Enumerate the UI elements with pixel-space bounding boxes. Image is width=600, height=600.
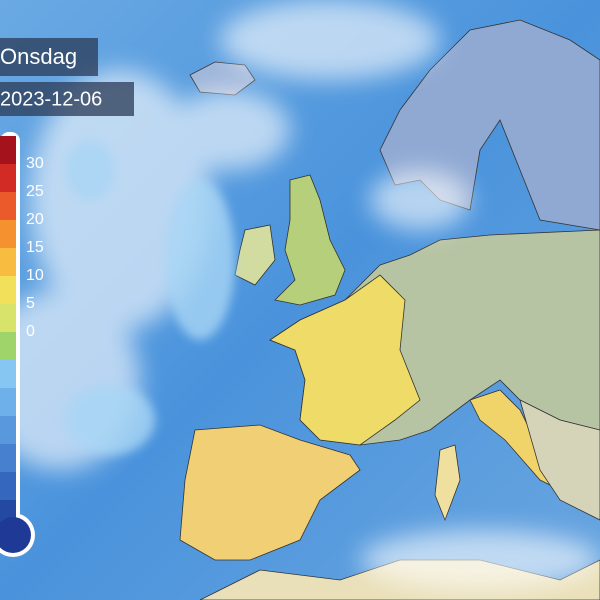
- scale-label: 0: [26, 323, 35, 340]
- scale-label: 5: [26, 295, 35, 312]
- scale-label: 30: [26, 155, 44, 172]
- scale-label: 25: [26, 183, 44, 200]
- scale-label: 20: [26, 211, 44, 228]
- land: [179, 19, 600, 600]
- day-box: [0, 38, 98, 76]
- date-label: 2023-12-06: [0, 88, 102, 110]
- day-label: Onsdag: [0, 44, 77, 69]
- date-box: [0, 82, 134, 116]
- scale-label: 15: [26, 239, 44, 256]
- scale-label: 10: [26, 267, 44, 284]
- temperature-scale: [0, 132, 35, 557]
- precipitation: [65, 140, 235, 455]
